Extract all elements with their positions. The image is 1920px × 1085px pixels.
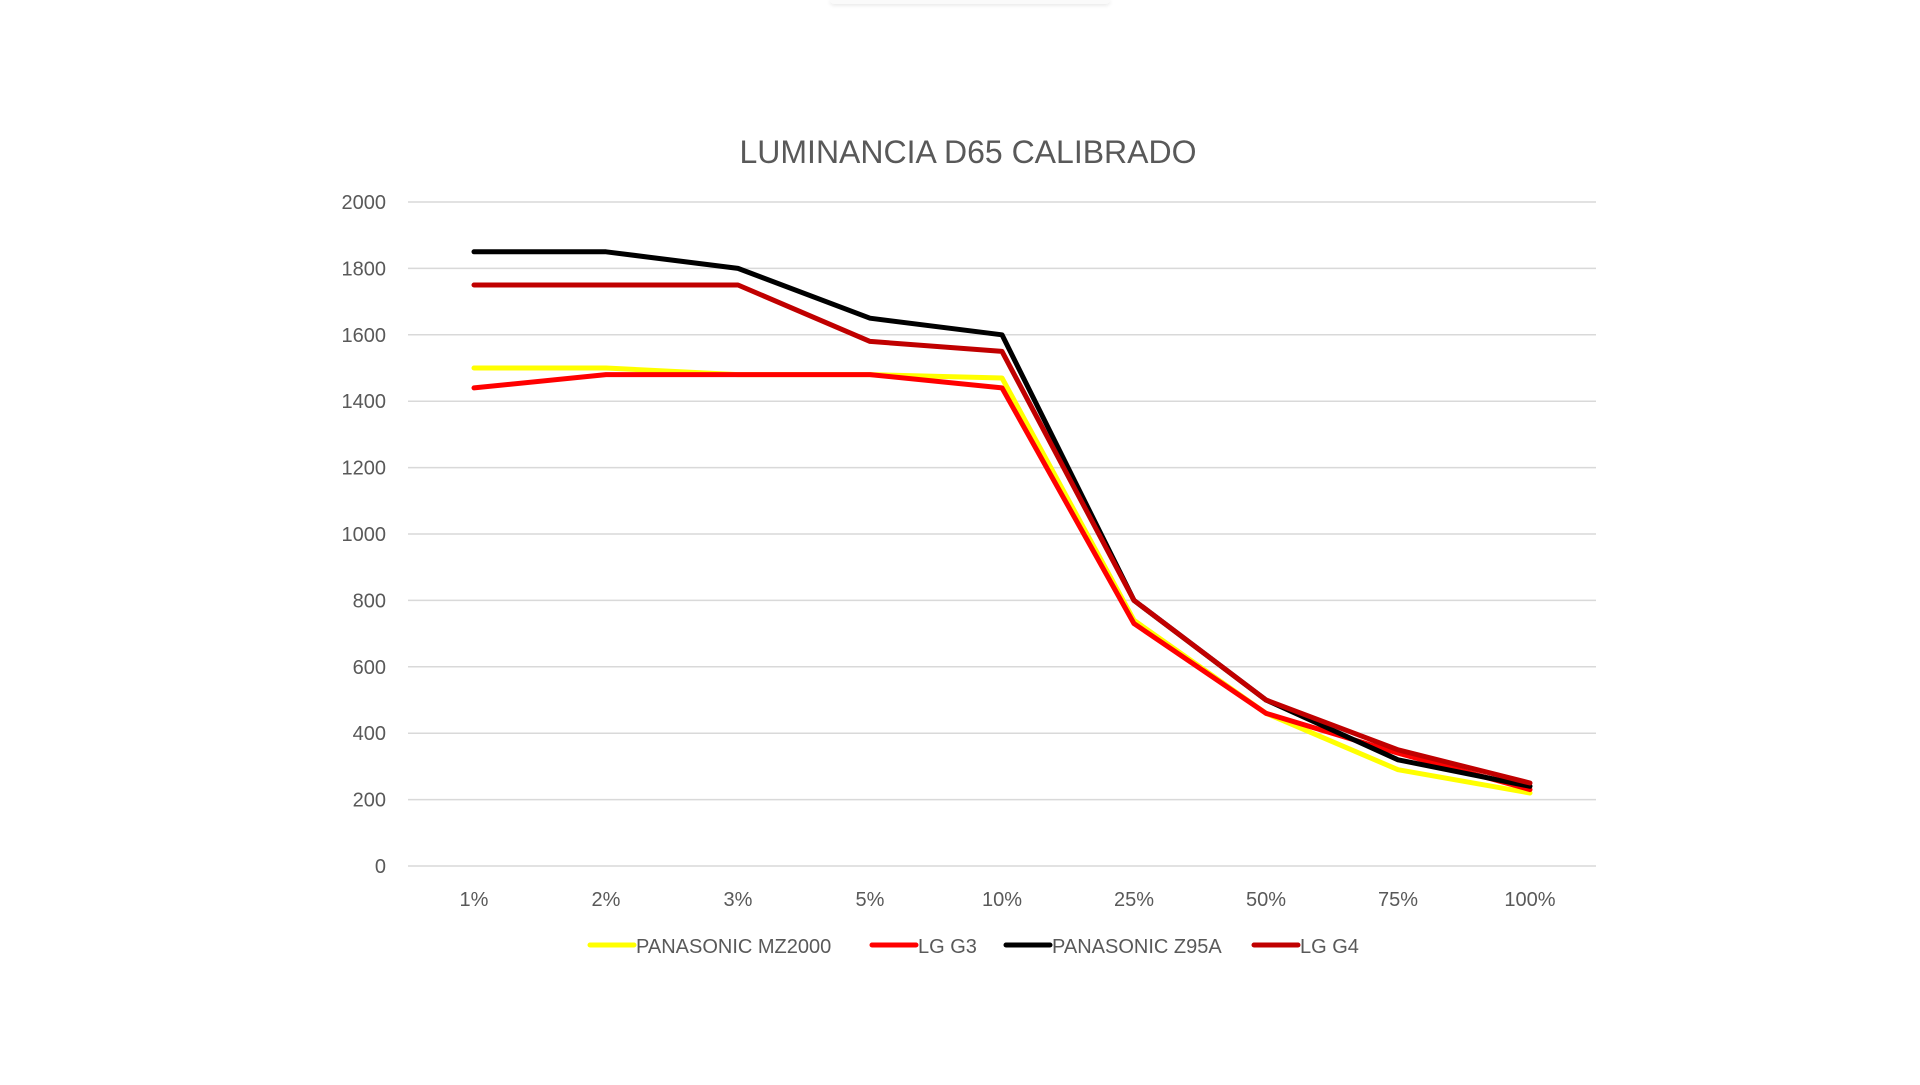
y-tick-label: 1400 bbox=[342, 391, 387, 413]
y-tick-label: 200 bbox=[353, 790, 386, 812]
x-tick-label: 1% bbox=[460, 889, 489, 911]
x-tick-label: 5% bbox=[856, 889, 885, 911]
y-tick-label: 1800 bbox=[342, 258, 387, 280]
series-layer bbox=[471, 249, 1533, 796]
x-tick-label: 75% bbox=[1378, 889, 1418, 911]
legend-label: LG G4 bbox=[1300, 936, 1359, 958]
series-line-1 bbox=[471, 365, 1533, 796]
y-tick-label: 400 bbox=[353, 723, 386, 745]
series-line-3 bbox=[471, 249, 1533, 789]
y-tick-label: 0 bbox=[375, 856, 386, 878]
x-tick-label: 2% bbox=[592, 889, 621, 911]
x-tick-label: 50% bbox=[1246, 889, 1286, 911]
legend-label: PANASONIC Z95A bbox=[1052, 936, 1222, 958]
x-axis: 1% 2% 3% 5% 10% 25% 50% 75% 100% bbox=[460, 889, 1556, 911]
series-line-2 bbox=[471, 372, 1533, 793]
x-tick-label: 100% bbox=[1504, 889, 1555, 911]
y-tick-label: 800 bbox=[353, 590, 386, 612]
legend: PANASONIC MZ2000 LG G3 PANASONIC Z95A LG G4 bbox=[587, 936, 1359, 958]
series-line-4 bbox=[471, 282, 1533, 786]
top-edge-shadow bbox=[830, 0, 1110, 4]
y-tick-label: 2000 bbox=[342, 192, 387, 214]
x-tick-label: 3% bbox=[724, 889, 753, 911]
legend-label: LG G3 bbox=[918, 936, 977, 958]
chart-title: LUMINANCIA D65 CALIBRADO bbox=[739, 134, 1196, 170]
legend-label: PANASONIC MZ2000 bbox=[636, 936, 831, 958]
y-tick-label: 1600 bbox=[342, 325, 387, 347]
y-tick-label: 1200 bbox=[342, 458, 387, 480]
y-tick-label: 1000 bbox=[342, 524, 387, 546]
x-tick-label: 10% bbox=[982, 889, 1022, 911]
y-tick-label: 600 bbox=[353, 657, 386, 679]
gridlines bbox=[408, 201, 1596, 867]
y-axis: 0 200 400 600 800 1000 1200 1400 1600 1800 2000 bbox=[342, 192, 387, 878]
x-tick-label: 25% bbox=[1114, 889, 1154, 911]
